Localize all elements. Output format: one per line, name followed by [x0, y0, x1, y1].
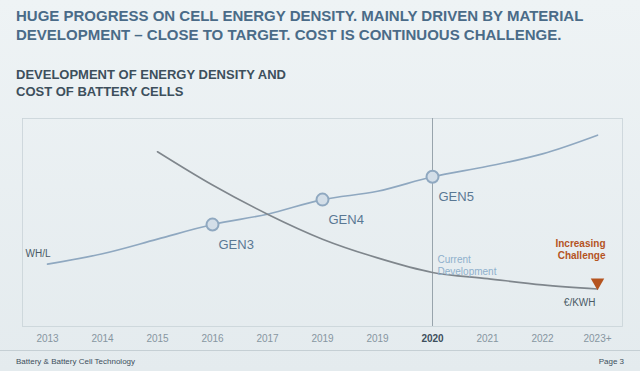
svg-text:2020: 2020 — [421, 333, 444, 344]
svg-text:€/KWH: €/KWH — [564, 297, 596, 308]
html-text:DEVELOPMENT OF ENERGY DENSITY: DEVELOPMENT OF ENERGY DENSITY AND COST O… — [16, 67, 286, 99]
svg-text:WH/L: WH/L — [26, 248, 51, 259]
html-text:Battery & Battery Cell Technol: Battery & Battery Cell Technology — [16, 357, 135, 366]
svg-text:GEN5: GEN5 — [439, 189, 474, 204]
svg-text:2014: 2014 — [91, 333, 114, 344]
svg-text:2019: 2019 — [366, 333, 389, 344]
svg-text:GEN3: GEN3 — [219, 237, 254, 252]
svg-text:GEN4: GEN4 — [329, 212, 364, 227]
svg-text:2015: 2015 — [146, 333, 169, 344]
html-text:Page 3: Page 3 — [598, 357, 624, 366]
svg-text:2022: 2022 — [531, 333, 554, 344]
html-text:HUGE PROGRESS ON CELL ENERGY D: HUGE PROGRESS ON CELL ENERGY DENSITY. MA… — [16, 7, 583, 43]
svg-text:IncreasingChallenge: IncreasingChallenge — [555, 238, 605, 261]
svg-text:2013: 2013 — [36, 333, 59, 344]
svg-text:2021: 2021 — [476, 333, 499, 344]
svg-text:2017: 2017 — [256, 333, 279, 344]
svg-text:2016: 2016 — [201, 333, 224, 344]
svg-text:2019: 2019 — [311, 333, 334, 344]
svg-text:CurrentDevelopment: CurrentDevelopment — [438, 254, 497, 277]
svg-text:2023+: 2023+ — [583, 333, 611, 344]
